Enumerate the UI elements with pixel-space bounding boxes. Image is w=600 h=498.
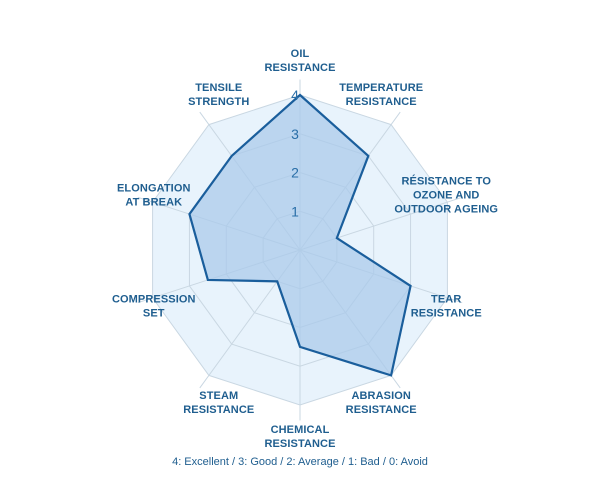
tick-label: 4	[291, 87, 299, 103]
axis-label: TEAR RESISTANCE	[411, 293, 482, 319]
axis-label: TEMPERATURE RESISTANCE	[339, 82, 423, 108]
axis-label: COMPRESSION SET	[112, 293, 196, 319]
axis-label: CHEMICAL RESISTANCE	[264, 424, 335, 450]
rating-scale-note: 4: Excellent / 3: Good / 2: Average / 1:…	[172, 456, 428, 468]
axis-label: OIL RESISTANCE	[264, 48, 335, 74]
series-area	[188, 93, 412, 377]
tick-label: 1	[291, 203, 299, 219]
radar-series	[188, 93, 412, 377]
tick-label: 3	[291, 126, 299, 142]
tick-label: 2	[291, 165, 299, 181]
radial-tick-labels: 1 2 3 4	[291, 87, 299, 219]
axis-label: TENSILE STRENGTH	[188, 82, 249, 108]
axis-label: RÉSISTANCE TO OZONE AND OUTDOOR AGEING	[394, 175, 498, 216]
axis-label: ELONGATION AT BREAK	[117, 183, 191, 209]
axis-label: STEAM RESISTANCE	[183, 390, 254, 416]
axis-label: ABRASION RESISTANCE	[346, 390, 417, 416]
